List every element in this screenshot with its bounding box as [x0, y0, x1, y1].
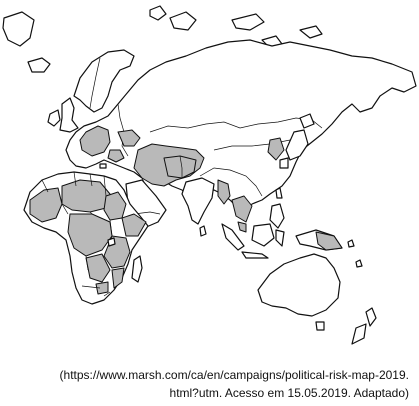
- risk-region-indochina: [231, 195, 253, 223]
- new-zealand-north: [365, 307, 377, 327]
- risk-region-papua-new-guinea: [315, 231, 343, 251]
- border-africa-central: [61, 203, 113, 271]
- svalbard: [149, 5, 167, 21]
- risk-region-balkans: [107, 149, 125, 163]
- great-britain: [59, 97, 79, 133]
- risk-region-horn-of-africa: [121, 213, 147, 237]
- risk-region-mozambique: [111, 267, 125, 289]
- source-citation-line-1: (https://www.marsh.com/ca/en/campaigns/p…: [59, 368, 409, 382]
- pacific-island-1: [355, 259, 363, 268]
- pacific-island-2: [347, 239, 355, 248]
- japan-honshu: [285, 129, 309, 161]
- arctic-island-4: [299, 25, 323, 39]
- border-africa-south: [81, 285, 111, 297]
- philippines: [269, 203, 285, 229]
- risk-region-korea: [267, 137, 285, 161]
- tasmania: [315, 321, 325, 331]
- borneo: [251, 223, 275, 247]
- border-africa-north: [41, 171, 107, 197]
- sumatra: [221, 223, 245, 251]
- border-russia-kazakhstan: [149, 121, 241, 133]
- scandinavia: [73, 49, 135, 113]
- india: [181, 177, 215, 225]
- java: [241, 251, 269, 259]
- risk-region-southern-africa-1: [85, 253, 111, 283]
- risk-region-sahel: [61, 179, 111, 213]
- border-iran-afghanistan: [179, 155, 183, 178]
- source-citation-line-2: html?utm. Acesso em 15.05.2019. Adaptado…: [169, 386, 409, 400]
- new-zealand-south: [351, 323, 367, 345]
- japan-kyushu: [279, 157, 289, 169]
- risk-region-central-africa: [67, 213, 113, 257]
- lake-victoria: [107, 237, 116, 247]
- risk-region-zimbabwe: [95, 281, 109, 295]
- border-china-india: [199, 167, 263, 197]
- madagascar: [131, 255, 143, 283]
- risk-region-malaysia: [237, 221, 247, 233]
- risk-region-myanmar: [217, 179, 231, 205]
- border-saudi-yemen: [133, 211, 161, 215]
- border-norway-sweden: [89, 57, 101, 109]
- japan-hokkaido: [299, 113, 315, 129]
- ireland: [47, 109, 61, 127]
- border-russia-mongolia: [239, 117, 323, 129]
- arctic-island-2: [231, 13, 265, 31]
- risk-region-western-europe: [79, 125, 111, 157]
- taiwan: [275, 187, 283, 199]
- mediterranean-island: [99, 163, 107, 169]
- greenland-fragment: [2, 11, 35, 47]
- iceland: [27, 57, 51, 73]
- sulawesi: [275, 229, 285, 247]
- arctic-island-1: [169, 11, 197, 31]
- risk-region-west-africa: [29, 187, 63, 223]
- risk-region-eastern-europe: [117, 129, 141, 147]
- sri-lanka: [199, 225, 207, 237]
- australia: [257, 253, 341, 317]
